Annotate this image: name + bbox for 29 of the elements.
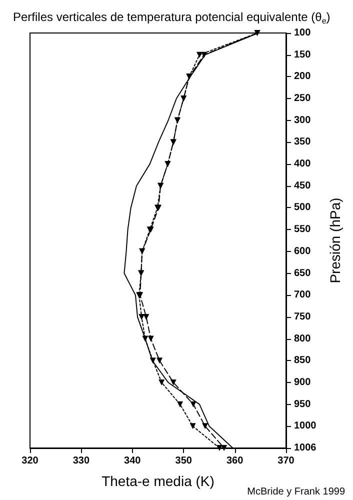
y-tick-label: 450 [294,180,312,192]
y-tick-label: 100 [294,28,312,38]
x-tick-label: 330 [72,456,90,466]
y-tick-label: 850 [294,355,312,366]
y-tick-label: 650 [294,268,312,279]
y-tick-label: 150 [294,49,312,60]
y-tick-label: 900 [294,376,312,388]
x-tick-label: 360 [226,456,244,466]
y-tick-label: 1006 [294,442,317,454]
y-tick-label: 400 [294,158,312,170]
y-tick-label: 500 [294,202,312,214]
y-tick-label: 350 [294,136,312,148]
y-tick-label: 300 [294,114,312,126]
text: McBride y Frank 1999 [247,486,346,498]
x-tick-label: 370 [278,456,295,466]
x-tick-label: 320 [22,456,39,466]
y-tick-label: 200 [294,71,312,82]
x-tick-label: 340 [124,456,142,466]
y-tick-label: 950 [294,398,312,410]
y-tick-label: 250 [294,93,312,104]
y-tick-label: 600 [294,246,312,257]
x-axis-title: Theta-e media (K) [102,473,214,489]
x-tick-label: 350 [175,456,192,466]
y-tick-label: 750 [294,311,312,322]
y-tick-label: 800 [294,333,312,344]
y-tick-label: 700 [294,290,312,301]
y-tick-label: 1000 [294,420,317,432]
y-tick-label: 550 [294,224,312,236]
y-axis-title: Presión (hPa) [327,198,343,284]
